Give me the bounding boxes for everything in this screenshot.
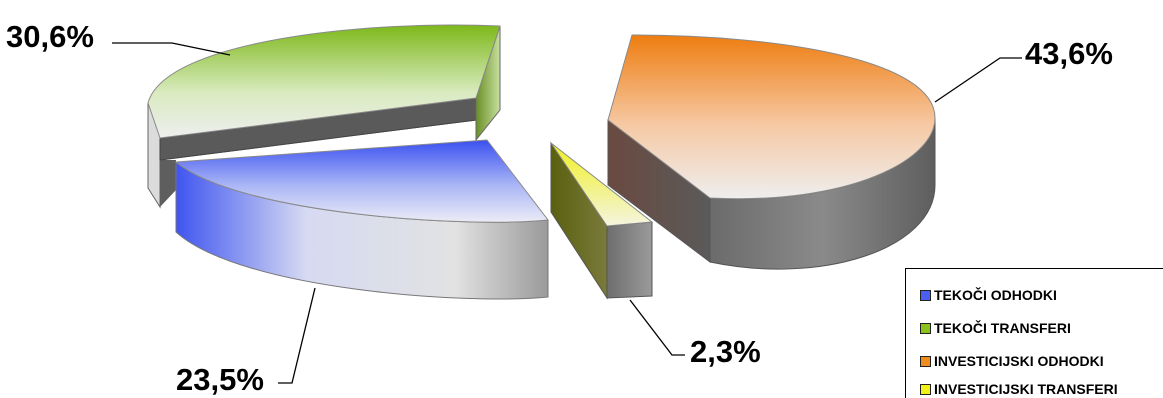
legend-label: TEKOČI TRANSFERI: [934, 320, 1071, 336]
legend-item-investicijski-transferi: INVESTICIJSKI TRANSFERI: [920, 380, 1118, 398]
pie-slice-investicijski-odhodki: [607, 34, 936, 270]
pie-slice-investicijski-transferi: [550, 141, 654, 300]
leader-line-investicijski-transferi: [629, 299, 685, 356]
legend-swatch: [920, 322, 931, 334]
leader-line-tekoci-odhodki: [278, 287, 316, 384]
legend-swatch: [920, 355, 931, 367]
legend-label: INVESTICIJSKI TRANSFERI: [934, 381, 1118, 397]
legend-label: TEKOČI ODHODKI: [934, 287, 1057, 303]
legend-swatch: [920, 383, 931, 395]
legend-item-tekoci-transferi: TEKOČI TRANSFERI: [920, 319, 1071, 337]
data-label-investicijski-transferi: 2,3%: [690, 334, 761, 369]
leader-line-tekoci-transferi: [112, 42, 231, 56]
legend-swatch: [920, 289, 931, 301]
pie-slice-tekoci-transferi: [147, 24, 501, 209]
legend-item-investicijski-odhodki: INVESTICIJSKI ODHODKI: [920, 352, 1104, 370]
data-label-tekoci-odhodki: 23,5%: [176, 362, 264, 397]
chart-legend: TEKOČI ODHODKI TEKOČI TRANSFERI INVESTIC…: [905, 268, 1163, 398]
pie-slice-tekoci-odhodki: [174, 139, 549, 300]
legend-item-tekoci-odhodki: TEKOČI ODHODKI: [920, 286, 1057, 304]
leader-line-investicijski-odhodki: [934, 57, 1022, 103]
data-label-tekoci-transferi: 30,6%: [6, 19, 94, 54]
legend-label: INVESTICIJSKI ODHODKI: [934, 353, 1104, 369]
data-label-investicijski-odhodki: 43,6%: [1025, 36, 1113, 71]
leader-lines: [112, 42, 1022, 384]
